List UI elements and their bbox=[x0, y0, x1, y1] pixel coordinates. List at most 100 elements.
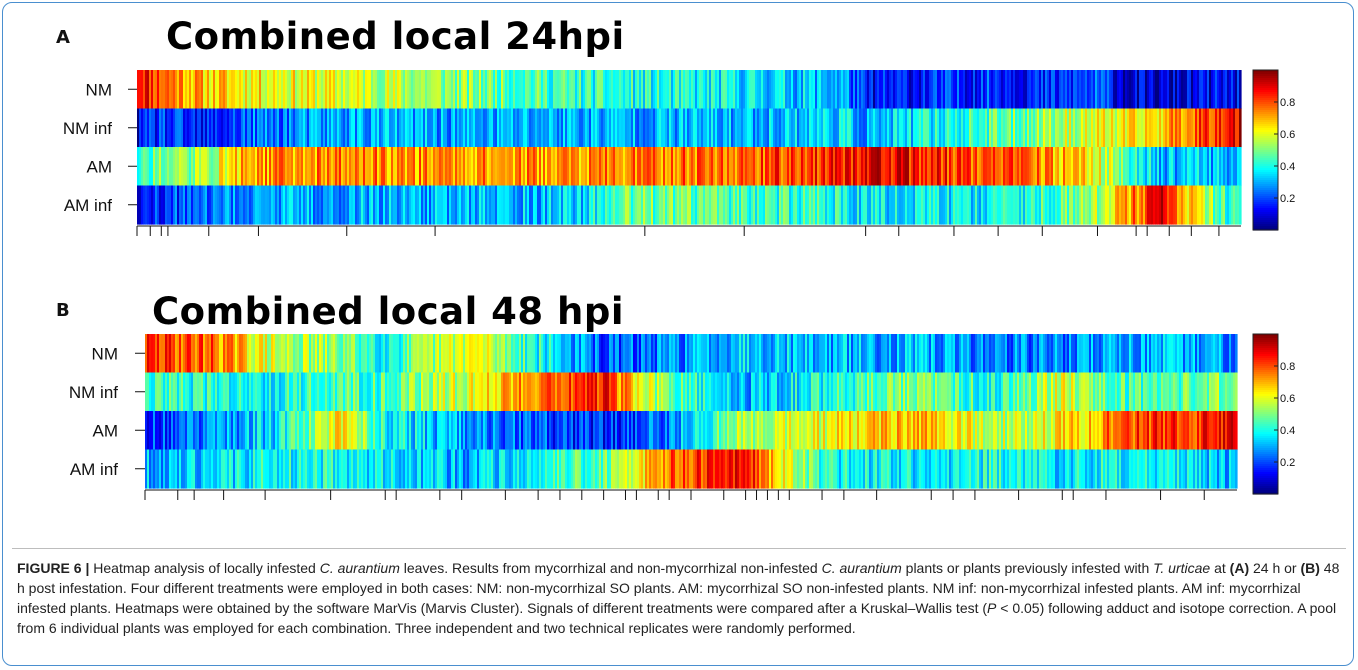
heatmap-cell bbox=[197, 70, 200, 110]
heatmap-cell bbox=[399, 334, 402, 374]
colorbar-step bbox=[1253, 228, 1278, 231]
heatmap-cell bbox=[1073, 372, 1076, 412]
heatmap-cell bbox=[723, 70, 726, 110]
heatmap-cell bbox=[331, 147, 334, 187]
heatmap-cell bbox=[291, 108, 294, 148]
heatmap-cell bbox=[621, 185, 624, 225]
heatmap-cell bbox=[729, 70, 732, 110]
heatmap-cell bbox=[301, 372, 304, 412]
heatmap-cell bbox=[423, 70, 426, 110]
heatmap-cell bbox=[779, 334, 782, 374]
heatmap-cell bbox=[693, 147, 696, 187]
heatmap-cell bbox=[535, 411, 538, 451]
heatmap-cell bbox=[293, 147, 296, 187]
heatmap-cell bbox=[1037, 108, 1040, 148]
heatmap-cell bbox=[235, 147, 238, 187]
colorbar-step bbox=[1253, 108, 1278, 111]
heatmap-cell bbox=[599, 411, 602, 451]
heatmap-cell bbox=[935, 334, 938, 374]
heatmap-cell bbox=[727, 372, 730, 412]
heatmap-cell bbox=[815, 449, 818, 489]
heatmap-cell bbox=[469, 372, 472, 412]
heatmap-cell bbox=[149, 334, 152, 374]
heatmap-cell bbox=[1035, 372, 1038, 412]
heatmap-cell bbox=[1055, 70, 1058, 110]
heatmap-cell bbox=[971, 449, 974, 489]
heatmap-cell bbox=[995, 449, 998, 489]
heatmap-cell bbox=[503, 185, 506, 225]
heatmap-cell bbox=[641, 108, 644, 148]
heatmap-cell bbox=[691, 334, 694, 374]
heatmap-cell bbox=[1137, 108, 1140, 148]
heatmap-cell bbox=[511, 334, 514, 374]
heatmap-cell bbox=[1201, 449, 1204, 489]
heatmap-cell bbox=[647, 334, 650, 374]
heatmap-cell bbox=[553, 108, 556, 148]
heatmap-cell bbox=[373, 70, 376, 110]
heatmap-cell bbox=[255, 147, 258, 187]
heatmap-cell bbox=[695, 334, 698, 374]
heatmap-cell bbox=[749, 147, 752, 187]
heatmap-cell bbox=[329, 185, 332, 225]
heatmap-cell bbox=[561, 334, 564, 374]
heatmap-cell bbox=[877, 411, 880, 451]
heatmap-cell bbox=[411, 449, 414, 489]
heatmap-cell bbox=[455, 70, 458, 110]
heatmap-cell bbox=[341, 147, 344, 187]
heatmap-cell bbox=[865, 108, 868, 148]
heatmap-cell bbox=[1033, 449, 1036, 489]
heatmap-cell bbox=[1089, 334, 1092, 374]
heatmap-cell bbox=[573, 147, 576, 187]
heatmap-cell bbox=[763, 449, 766, 489]
heatmap-cell bbox=[379, 449, 382, 489]
heatmap-cell bbox=[691, 108, 694, 148]
heatmap-cell bbox=[1125, 70, 1128, 110]
heatmap-cell bbox=[1121, 334, 1124, 374]
heatmap-cell bbox=[1225, 372, 1228, 412]
heatmap-cell bbox=[477, 147, 480, 187]
heatmap-cell bbox=[915, 185, 918, 225]
heatmap-cell bbox=[723, 147, 726, 187]
heatmap-cell bbox=[511, 372, 514, 412]
heatmap-cell bbox=[947, 70, 950, 110]
heatmap-cell bbox=[1223, 449, 1226, 489]
heatmap-cell bbox=[649, 449, 652, 489]
heatmap-cell bbox=[869, 185, 872, 225]
heatmap-cell bbox=[1019, 334, 1022, 374]
heatmap-cell bbox=[693, 185, 696, 225]
heatmap-cell bbox=[613, 108, 616, 148]
heatmap-cell bbox=[211, 372, 214, 412]
heatmap-cell bbox=[327, 334, 330, 374]
heatmap-cell bbox=[497, 147, 500, 187]
heatmap-cell bbox=[1033, 372, 1036, 412]
heatmap-cell bbox=[943, 108, 946, 148]
heatmap-cell bbox=[859, 372, 862, 412]
heatmap-cell bbox=[913, 147, 916, 187]
colorbar-step bbox=[1253, 74, 1278, 77]
colorbar-step bbox=[1253, 220, 1278, 223]
heatmap-cell bbox=[1121, 449, 1124, 489]
heatmap-cell bbox=[255, 449, 258, 489]
heatmap-cell bbox=[745, 147, 748, 187]
heatmap-cell bbox=[1133, 147, 1136, 187]
heatmap-cell bbox=[1023, 411, 1026, 451]
heatmap-cell bbox=[1195, 449, 1198, 489]
heatmap-cell bbox=[265, 411, 268, 451]
heatmap-cell bbox=[613, 70, 616, 110]
heatmap-cell bbox=[919, 334, 922, 374]
heatmap-cell bbox=[431, 108, 434, 148]
heatmap-cell bbox=[635, 411, 638, 451]
heatmap-cell bbox=[463, 185, 466, 225]
heatmap-cell bbox=[869, 411, 872, 451]
heatmap-cell bbox=[351, 147, 354, 187]
caption-text: plants or plants previously infested wit… bbox=[901, 560, 1154, 576]
heatmap-cell bbox=[1213, 70, 1216, 110]
heatmap-cell bbox=[715, 185, 718, 225]
heatmap-cell bbox=[481, 185, 484, 225]
heatmap-cell bbox=[339, 70, 342, 110]
heatmap-cell bbox=[1077, 108, 1080, 148]
heatmap-cell bbox=[771, 70, 774, 110]
heatmap-cell bbox=[199, 185, 202, 225]
heatmap-cell bbox=[1133, 185, 1136, 225]
heatmap-cell bbox=[1055, 449, 1058, 489]
